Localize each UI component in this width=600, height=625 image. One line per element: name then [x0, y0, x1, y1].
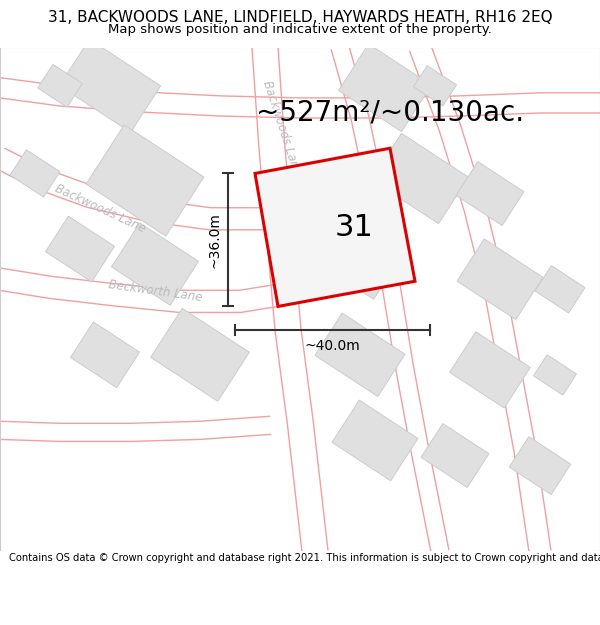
Polygon shape [331, 45, 449, 553]
Polygon shape [449, 332, 530, 408]
Polygon shape [255, 148, 415, 306]
Polygon shape [46, 216, 115, 282]
Polygon shape [413, 66, 457, 106]
Text: ~36.0m: ~36.0m [207, 212, 221, 268]
Polygon shape [0, 78, 600, 118]
Polygon shape [509, 437, 571, 494]
Text: ~40.0m: ~40.0m [305, 339, 361, 352]
Polygon shape [0, 148, 312, 230]
Polygon shape [10, 150, 60, 197]
Polygon shape [535, 266, 585, 313]
Polygon shape [70, 322, 140, 388]
Polygon shape [59, 39, 161, 132]
Polygon shape [0, 416, 271, 441]
Text: 31: 31 [335, 213, 374, 242]
Polygon shape [0, 268, 324, 312]
Polygon shape [457, 239, 543, 319]
Polygon shape [410, 44, 551, 553]
Polygon shape [338, 44, 431, 132]
Text: Backwoods Lane: Backwoods Lane [260, 79, 304, 177]
Polygon shape [307, 209, 404, 299]
Text: 31, BACKWOODS LANE, LINDFIELD, HAYWARDS HEATH, RH16 2EQ: 31, BACKWOODS LANE, LINDFIELD, HAYWARDS … [47, 11, 553, 26]
Polygon shape [86, 125, 204, 236]
Polygon shape [371, 133, 469, 224]
Text: Beckworth Lane: Beckworth Lane [107, 278, 203, 304]
Text: Backwoods Lane: Backwoods Lane [53, 182, 148, 236]
Polygon shape [252, 47, 328, 552]
Polygon shape [151, 308, 250, 401]
Text: Contains OS data © Crown copyright and database right 2021. This information is : Contains OS data © Crown copyright and d… [9, 554, 600, 564]
Polygon shape [456, 162, 524, 226]
Text: Map shows position and indicative extent of the property.: Map shows position and indicative extent… [108, 22, 492, 36]
Polygon shape [533, 355, 577, 395]
Polygon shape [421, 424, 489, 488]
Polygon shape [112, 223, 199, 305]
Text: ~527m²/~0.130ac.: ~527m²/~0.130ac. [256, 98, 524, 126]
Polygon shape [332, 400, 418, 481]
Polygon shape [315, 313, 405, 396]
Polygon shape [38, 64, 82, 108]
